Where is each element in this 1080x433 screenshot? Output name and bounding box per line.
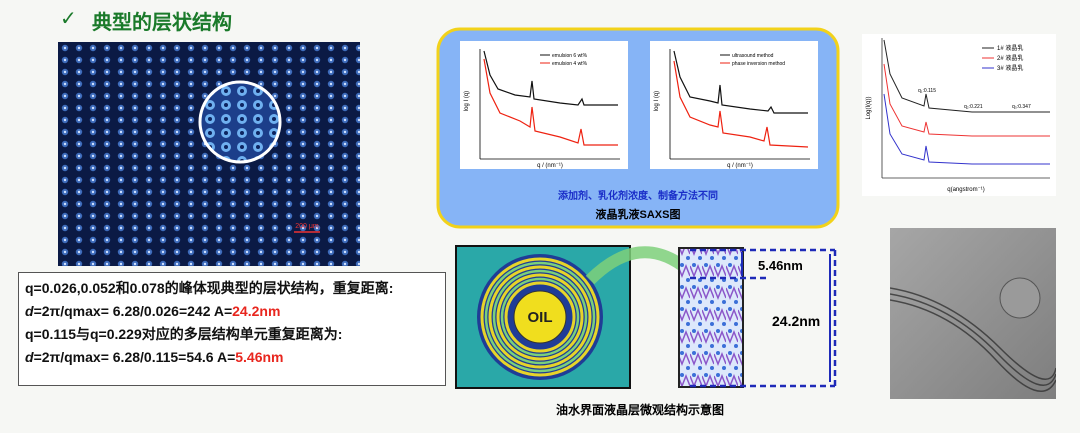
- text-line: d=2π/qmax= 6.28/0.026=242 A=24.2nm: [25, 300, 439, 323]
- legend: phase inversion method: [732, 61, 785, 67]
- text: q=0.115与q=0.229对应的多层结构单元重复距离为:: [25, 326, 343, 342]
- caption: 油水界面液晶层微观结构示意图: [556, 402, 724, 417]
- x-label: q(angstrom⁻¹): [947, 187, 985, 193]
- y-label: Log(I(q)): [866, 96, 872, 119]
- y-label: log I (q): [654, 91, 660, 111]
- text: =2π/qmax= 6.28/0.026=242 A=: [33, 303, 233, 319]
- text: q=0.026,0.052和0.078的峰体现典型的层状结构，重复距离:: [25, 280, 394, 296]
- highlight: 5.46nm: [235, 349, 284, 365]
- y-label: log I (q): [464, 91, 470, 111]
- check-icon: ✓: [60, 8, 77, 30]
- text-line: d=2π/qmax= 6.28/0.115=54.6 A=5.46nm: [25, 346, 439, 369]
- peak-label: q₃:0.347: [1012, 104, 1031, 110]
- spacing-label: 24.2nm: [772, 313, 820, 329]
- note: 添加剂、乳化剂浓度、制备方法不同: [558, 189, 718, 202]
- diagram: OIL 5.46nm 24.2nm 油水界面液晶层微观结构示意图: [455, 245, 837, 417]
- x-label: q / (nm⁻¹): [727, 163, 753, 169]
- legend: 3# 液晶乳: [997, 64, 1023, 72]
- text-box: q=0.026,0.052和0.078的峰体现典型的层状结构，重复距离: d=2…: [18, 272, 446, 386]
- micrograph: 200 μm: [58, 42, 360, 266]
- saxs-panel: emulsion 6 wt% emulsion 4 wt% log I (q) …: [436, 27, 840, 229]
- caption: 液晶乳液SAXS图: [596, 207, 681, 221]
- legend: emulsion 6 wt%: [552, 53, 588, 59]
- symbol: d: [25, 349, 34, 365]
- slide-title: 典型的层状结构: [92, 12, 232, 34]
- right-chart: 1# 液晶乳 2# 液晶乳 3# 液晶乳 q₁:0.115 q₂:0.221 q…: [862, 34, 1056, 196]
- legend: ultrasound method: [732, 53, 774, 59]
- legend: 1# 液晶乳: [997, 44, 1023, 52]
- legend: emulsion 4 wt%: [552, 61, 588, 67]
- text-line: q=0.026,0.052和0.078的峰体现典型的层状结构，重复距离:: [25, 277, 439, 300]
- scale-bar: 200 μm: [295, 223, 319, 230]
- text: =2π/qmax= 6.28/0.115=54.6 A=: [33, 349, 236, 365]
- peak-label: q₂:0.221: [964, 104, 983, 110]
- highlight: 24.2nm: [232, 303, 281, 319]
- symbol: d: [25, 303, 34, 319]
- spacing-label: 5.46nm: [758, 258, 803, 273]
- tem-image: [890, 228, 1056, 399]
- x-label: q / (nm⁻¹): [537, 163, 563, 169]
- peak-label: q₁:0.115: [918, 88, 936, 94]
- legend: 2# 液晶乳: [997, 54, 1023, 62]
- text-line: q=0.115与q=0.229对应的多层结构单元重复距离为:: [25, 323, 439, 346]
- core-label: OIL: [528, 309, 553, 326]
